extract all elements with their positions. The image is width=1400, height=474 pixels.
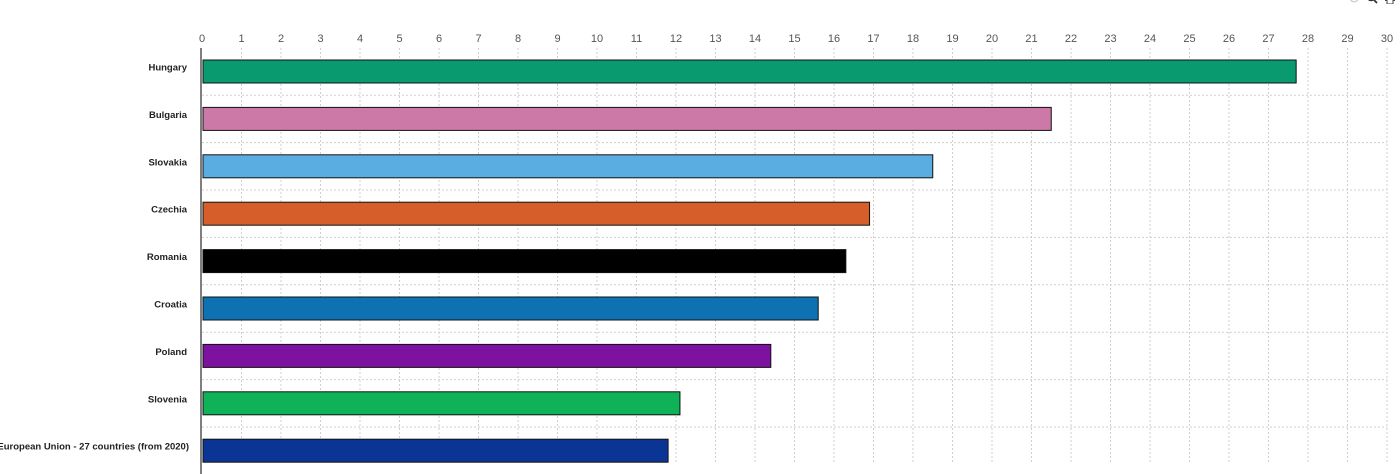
category-label-8: European Union - 27 countries (from 2020… [0,442,189,453]
zoom-icon[interactable] [1366,0,1378,4]
x-tick-label-22: 22 [1065,33,1077,45]
bar-hungary[interactable] [202,59,1297,84]
bar-croatia[interactable] [202,296,819,321]
bar-slovenia[interactable] [202,391,681,416]
x-tick-label-24: 24 [1144,33,1156,45]
x-tick-label-12: 12 [670,33,682,45]
x-tick-label-0: 0 [199,33,205,45]
category-label-0: Hungary [148,63,187,74]
x-tick-label-21: 21 [1025,33,1037,45]
x-tick-label-10: 10 [591,33,603,45]
bar-poland[interactable] [202,343,772,368]
x-tick-label-29: 29 [1341,33,1353,45]
x-tick-label-4: 4 [357,33,363,45]
x-tick-label-26: 26 [1223,33,1235,45]
x-tick-label-9: 9 [554,33,560,45]
bar-bulgaria[interactable] [202,106,1052,131]
category-label-1: Bulgaria [149,110,188,121]
x-tick-label-2: 2 [278,33,284,45]
x-tick-label-15: 15 [788,33,800,45]
category-label-7: Slovenia [148,394,188,405]
bar-european-union-27-countries-from-2020[interactable] [202,438,669,463]
x-tick-label-18: 18 [907,33,919,45]
x-tick-label-8: 8 [515,33,521,45]
x-tick-label-1: 1 [238,33,244,45]
bar-slovakia[interactable] [202,154,934,179]
x-tick-label-27: 27 [1262,33,1274,45]
x-tick-label-25: 25 [1183,33,1195,45]
x-tick-label-11: 11 [631,33,642,45]
bar-czechia[interactable] [202,201,871,226]
x-tick-labels: 0 1 2 3 4 5 6 7 8 9 10 11 12 13 14 15 16 17 18 19 20 21 22 23 24… [199,33,1393,45]
chart-toolbar [1348,0,1396,4]
bar-romania[interactable] [202,249,847,274]
x-tick-label-5: 5 [396,33,402,45]
category-labels: Hungary Bulgaria Slovakia Czechia Romania Cro… [0,63,189,453]
category-label-5: Croatia [154,300,187,311]
refresh-icon[interactable] [1348,0,1360,4]
x-tick-label-13: 13 [709,33,721,45]
x-tick-label-14: 14 [749,33,761,45]
chart-bars [202,59,1297,463]
print-icon[interactable] [1384,0,1396,4]
x-tick-label-16: 16 [828,33,840,45]
x-tick-label-17: 17 [867,33,879,45]
x-tick-label-28: 28 [1302,33,1314,45]
category-label-2: Slovakia [148,157,187,168]
x-tick-label-20: 20 [986,33,998,45]
x-tick-label-6: 6 [436,33,442,45]
x-tick-label-23: 23 [1104,33,1116,45]
category-label-6: Poland [155,347,187,358]
category-label-3: Czechia [151,205,188,216]
x-tick-label-19: 19 [946,33,958,45]
x-tick-label-30: 30 [1381,33,1393,45]
category-label-4: Romania [147,252,188,263]
x-tick-label-3: 3 [317,33,323,45]
x-tick-label-7: 7 [475,33,481,45]
